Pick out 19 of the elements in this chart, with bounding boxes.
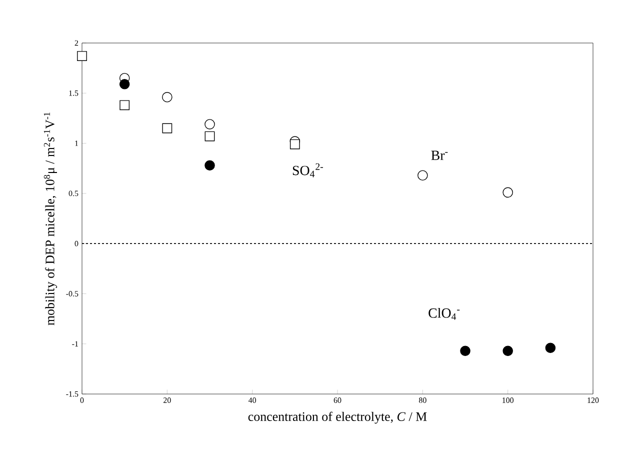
point xyxy=(77,51,87,61)
point xyxy=(204,131,215,142)
y-axis-title: mobility of DEP micelle, 10$^{8}$μ / m$^{2}$s$^{-1}$V$^{-1}$ xyxy=(44,112,58,326)
point xyxy=(204,119,215,130)
point xyxy=(162,92,172,102)
point xyxy=(162,123,172,134)
point xyxy=(418,170,428,181)
series-label: ClO$_{4}$- xyxy=(428,308,460,320)
series-label: Br$^{-}$ xyxy=(431,150,448,160)
point xyxy=(119,78,130,90)
point xyxy=(502,346,513,356)
point xyxy=(502,187,513,198)
point xyxy=(290,139,300,150)
point xyxy=(460,346,470,356)
series-label: SO$_{4}$2- xyxy=(292,163,323,178)
point xyxy=(120,100,130,110)
x-axis-title: concentration of electrolyte, C / M xyxy=(248,412,427,424)
point xyxy=(545,342,556,354)
point xyxy=(204,160,215,170)
